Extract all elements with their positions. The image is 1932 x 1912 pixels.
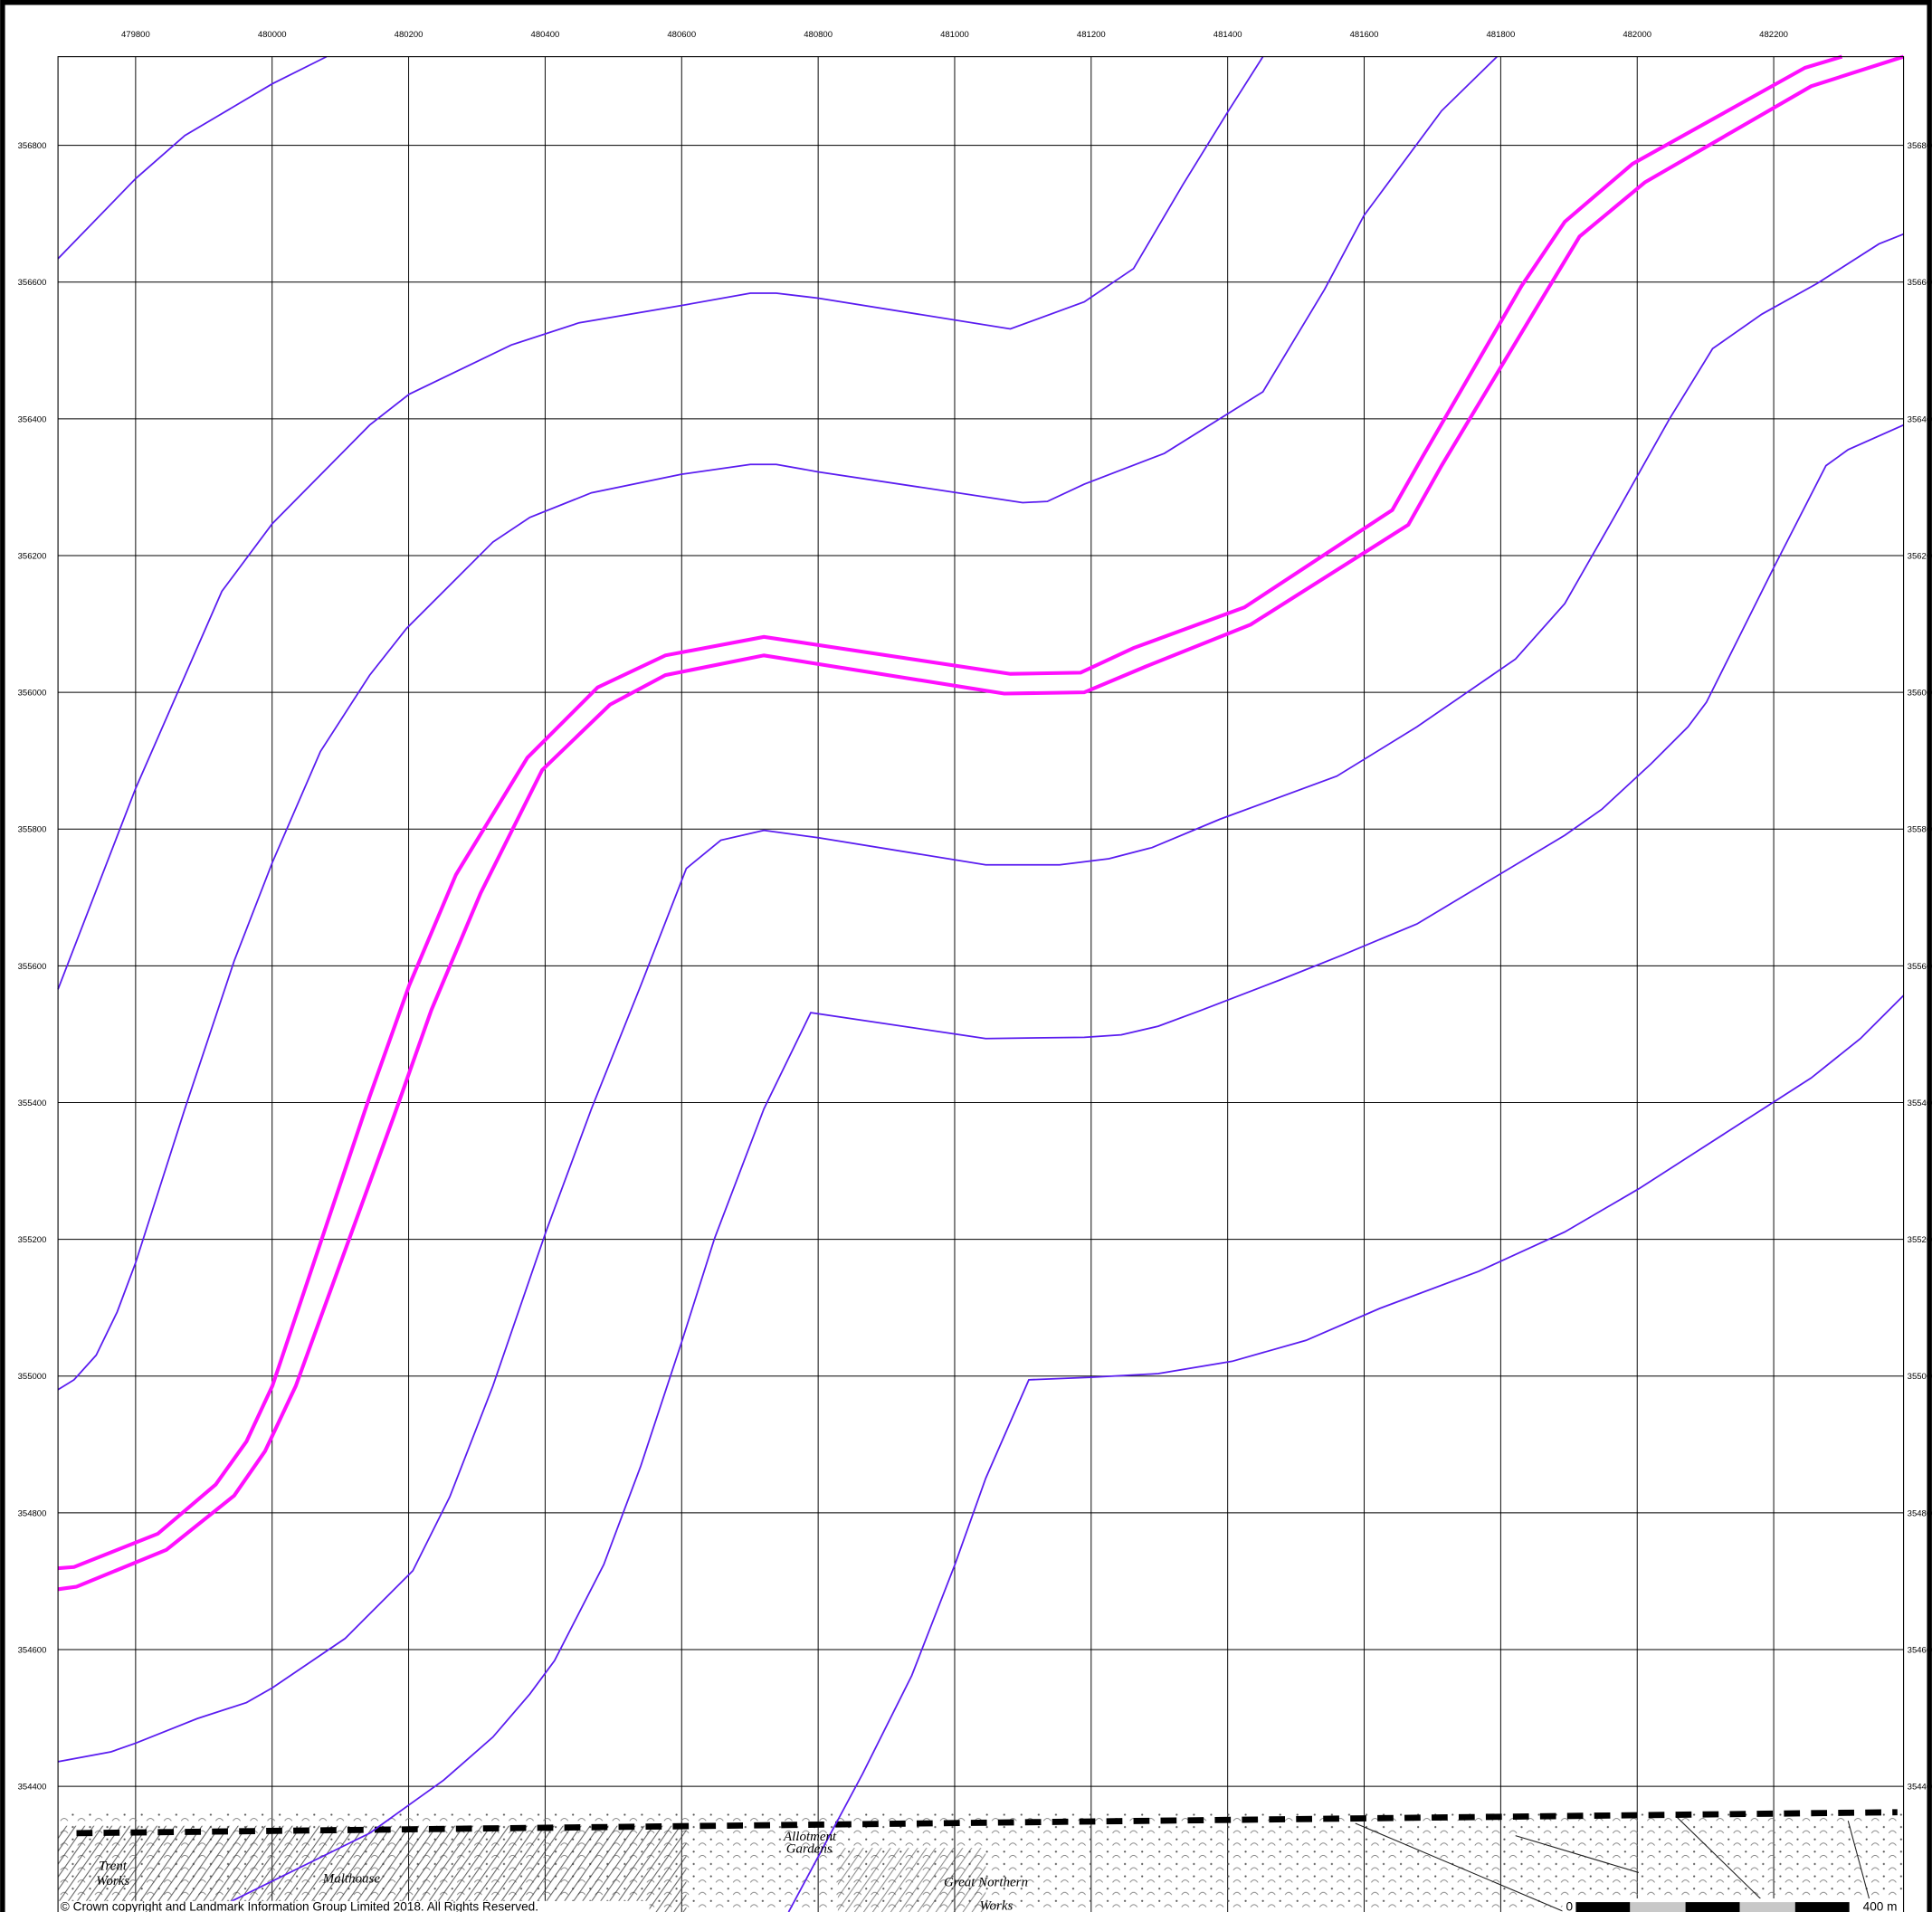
place-label: Works — [979, 1898, 1013, 1912]
background — [0, 0, 1932, 1912]
scale-segment — [1795, 1902, 1850, 1912]
easting-label: 481800 — [1486, 30, 1515, 40]
northing-label: 354600 — [18, 1645, 47, 1655]
easting-label: 480400 — [531, 30, 560, 40]
northing-label: 355000 — [18, 1372, 47, 1382]
place-label: Works — [96, 1874, 129, 1888]
easting-label: 481400 — [1213, 30, 1242, 40]
northing-label: 354800 — [18, 1508, 47, 1518]
northing-label: 355600 — [18, 962, 47, 972]
northing-label: 355200 — [18, 1235, 47, 1245]
northing-label: 356200 — [18, 551, 47, 561]
easting-label: 481600 — [1350, 30, 1379, 40]
northing-label: 354400 — [18, 1783, 47, 1793]
easting-label: 480800 — [804, 30, 833, 40]
scale-segment — [1740, 1902, 1795, 1912]
scale-segment — [1575, 1902, 1630, 1912]
northing-label: 355400 — [18, 1099, 47, 1108]
copyright: © Crown copyright and Landmark Informati… — [61, 1900, 538, 1912]
easting-label: 480200 — [395, 30, 424, 40]
scale-end: 400 m — [1863, 1900, 1898, 1912]
map: 479800 480000 480200 480400 480600 480800 4810… — [0, 0, 1932, 1912]
place-label: Gardens — [786, 1842, 833, 1857]
place-label: Great Northern — [944, 1875, 1028, 1889]
northing-label: 356600 — [18, 278, 47, 288]
easting-label: 482200 — [1759, 30, 1788, 40]
place-label: Trent — [99, 1860, 128, 1874]
northing-label: 356000 — [18, 689, 47, 699]
northing-label: 356400 — [18, 414, 47, 424]
northing-label: 356800 — [18, 141, 47, 151]
easting-label: 480600 — [667, 30, 696, 40]
scale-segment — [1686, 1902, 1740, 1912]
easting-label: 481000 — [940, 30, 969, 40]
easting-label: 481200 — [1077, 30, 1106, 40]
scale-bar: 0 400 m — [1562, 1898, 1903, 1912]
easting-label: 480000 — [258, 30, 287, 40]
easting-label: 482000 — [1623, 30, 1651, 40]
place-label: Malthouse — [322, 1871, 381, 1886]
base-map-strip — [58, 1811, 1903, 1912]
easting-label: 479800 — [121, 30, 150, 40]
scale-start: 0 — [1566, 1900, 1574, 1912]
northing-label: 355800 — [18, 825, 47, 835]
scale-segment — [1630, 1902, 1685, 1912]
